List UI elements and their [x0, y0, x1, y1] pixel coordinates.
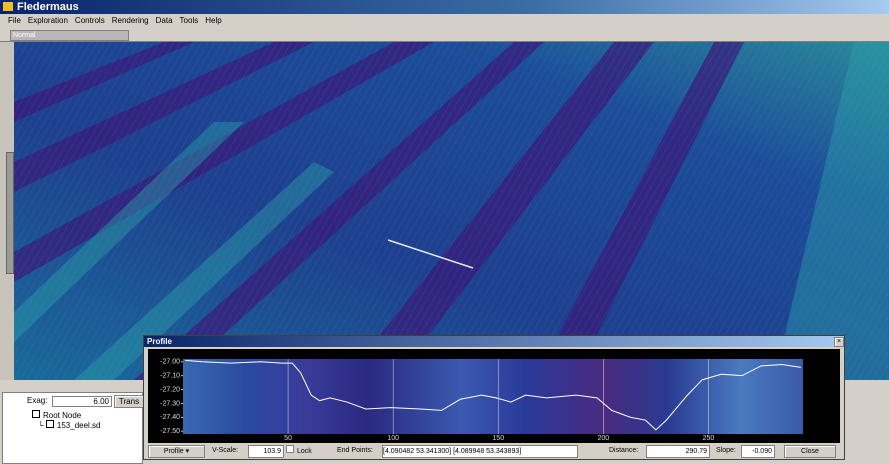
3d-view[interactable] — [14, 42, 889, 380]
exag-label: Exag: — [27, 396, 47, 406]
tab[interactable]: Normal — [10, 30, 129, 41]
menu-item[interactable]: Tools — [180, 14, 199, 27]
x-tick-label: 250 — [703, 435, 715, 442]
app-icon — [3, 2, 13, 11]
splitter[interactable] — [6, 152, 14, 274]
endpoints-label: End Points: — [337, 445, 373, 456]
left-panel: Exag: 6.00 Trans Root Node └ 153_deel.sd — [0, 380, 143, 463]
tab-bar: Normal — [0, 28, 889, 42]
menu-item[interactable]: Controls — [75, 14, 105, 27]
y-tick-label: -27.10 — [160, 373, 180, 380]
y-tick-label: -27.50 — [160, 428, 180, 435]
vscale-input[interactable]: 103.9 — [248, 445, 284, 458]
x-tick-label: 50 — [284, 435, 292, 442]
profile-chart: -27.00 -27.10 -27.20 -27.30 -27.40 -27.50 50 10… — [148, 349, 840, 443]
endpoints-field: [4.090482 53.341300] [4.089948 53.343893… — [382, 445, 578, 458]
trans-button[interactable]: Trans — [114, 395, 144, 408]
tree-item[interactable]: Root Node — [32, 410, 81, 420]
y-tick-label: -27.30 — [160, 400, 180, 407]
tree-label: Root Node — [43, 411, 81, 420]
y-tick-label: -27.00 — [160, 359, 180, 366]
slope-label: Slope: — [716, 445, 736, 456]
x-tick-label: 150 — [492, 435, 504, 442]
distance-field: 290.79 — [646, 445, 710, 458]
title-bar: Fledermaus — [0, 0, 889, 14]
menu-item[interactable]: Data — [156, 14, 173, 27]
close-button[interactable]: Close — [784, 445, 836, 458]
x-tick-label: 100 — [387, 435, 399, 442]
close-icon[interactable]: × — [834, 337, 844, 347]
x-tick-label: 200 — [597, 435, 609, 442]
distance-label: Distance: — [609, 445, 638, 456]
tree-label: 153_deel.sd — [57, 421, 101, 430]
tree-item[interactable]: └ 153_deel.sd — [38, 420, 100, 430]
exag-input[interactable]: 6.00 — [52, 396, 112, 407]
side-strip — [0, 42, 14, 380]
plot-background — [183, 359, 803, 434]
y-tick-label: -27.40 — [160, 414, 180, 421]
menu-bar: File Exploration Controls Rendering Data Tool… — [0, 14, 889, 27]
menu-item[interactable]: File — [8, 14, 21, 27]
profile-title: Profile — [144, 336, 844, 347]
window-title: Fledermaus — [17, 1, 79, 13]
profile-window: Profile × -27.00 -27.10 -27.20 -27.30 -27.40… — [143, 335, 845, 460]
y-tick-label: -27.20 — [160, 386, 180, 393]
profile-toolbar: Profile ▾ V-Scale: 103.9 Lock End Points… — [144, 444, 844, 458]
mode-label: Profile — [164, 448, 184, 455]
vscale-label: V-Scale: — [212, 445, 238, 456]
app-window: {"window_title": "Fledermaus", "menu": [… — [0, 0, 889, 463]
terrain-texture — [14, 42, 889, 380]
mode-dropdown[interactable]: Profile ▾ — [148, 445, 205, 458]
menu-item[interactable]: Help — [205, 14, 221, 27]
lock-checkbox[interactable]: Lock — [286, 445, 312, 456]
menu-item[interactable]: Exploration — [28, 14, 68, 27]
menu-item[interactable]: Rendering — [112, 14, 149, 27]
lock-label: Lock — [297, 448, 312, 455]
slope-field: -0.090 — [741, 445, 775, 458]
